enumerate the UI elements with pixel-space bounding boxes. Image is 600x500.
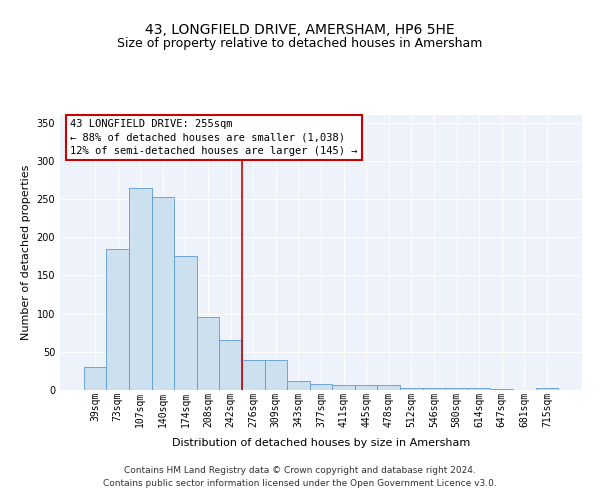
Bar xyxy=(220,340,242,390)
Bar xyxy=(490,389,513,390)
Bar xyxy=(84,367,106,390)
Text: Distribution of detached houses by size in Amersham: Distribution of detached houses by size … xyxy=(172,438,470,448)
Bar xyxy=(445,388,468,390)
Bar xyxy=(468,388,490,390)
Bar xyxy=(265,360,287,390)
Bar xyxy=(400,388,422,390)
Bar xyxy=(106,248,129,390)
Y-axis label: Number of detached properties: Number of detached properties xyxy=(21,165,31,340)
Text: 43 LONGFIELD DRIVE: 255sqm
← 88% of detached houses are smaller (1,038)
12% of s: 43 LONGFIELD DRIVE: 255sqm ← 88% of deta… xyxy=(70,119,358,156)
Bar xyxy=(536,388,558,390)
Bar xyxy=(129,188,152,390)
Bar xyxy=(174,256,197,390)
Text: Size of property relative to detached houses in Amersham: Size of property relative to detached ho… xyxy=(118,38,482,51)
Bar xyxy=(197,318,220,390)
Bar xyxy=(422,388,445,390)
Text: Contains HM Land Registry data © Crown copyright and database right 2024.
Contai: Contains HM Land Registry data © Crown c… xyxy=(103,466,497,487)
Bar xyxy=(242,360,265,390)
Bar xyxy=(332,386,355,390)
Bar xyxy=(310,384,332,390)
Bar xyxy=(377,386,400,390)
Bar xyxy=(287,381,310,390)
Bar xyxy=(152,198,174,390)
Text: 43, LONGFIELD DRIVE, AMERSHAM, HP6 5HE: 43, LONGFIELD DRIVE, AMERSHAM, HP6 5HE xyxy=(145,22,455,36)
Bar xyxy=(355,384,377,390)
